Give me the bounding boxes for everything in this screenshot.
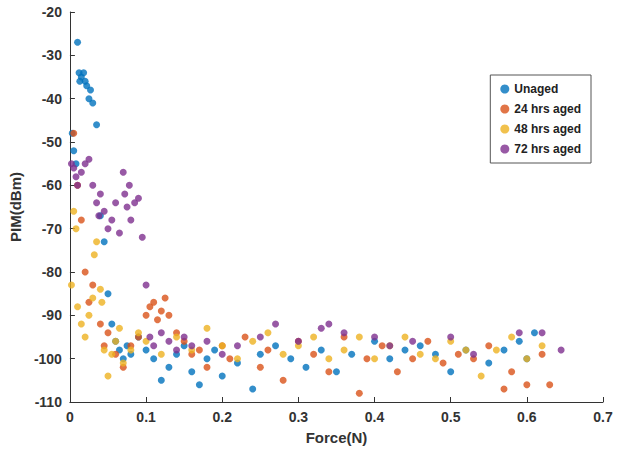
svg-text:-40: -40 [42,91,62,107]
svg-text:PIM(dBm): PIM(dBm) [7,172,24,242]
svg-text:-80: -80 [42,264,62,280]
svg-text:24 hrs aged: 24 hrs aged [514,102,581,116]
svg-text:0.5: 0.5 [441,409,461,425]
svg-text:-100: -100 [34,351,62,367]
svg-text:-30: -30 [42,47,62,63]
svg-text:Unaged: Unaged [514,82,558,96]
svg-text:Force(N): Force(N) [306,429,368,446]
svg-text:0.3: 0.3 [289,409,309,425]
svg-text:0.6: 0.6 [517,409,537,425]
svg-text:0.7: 0.7 [593,409,613,425]
svg-text:0: 0 [66,409,74,425]
svg-text:-70: -70 [42,221,62,237]
svg-text:72 hrs aged: 72 hrs aged [514,142,581,156]
svg-text:-60: -60 [42,177,62,193]
svg-text:-50: -50 [42,134,62,150]
svg-text:-20: -20 [42,4,62,20]
svg-text:0.1: 0.1 [136,409,156,425]
svg-text:48 hrs aged: 48 hrs aged [514,122,581,136]
svg-text:-110: -110 [35,394,62,410]
svg-text:0.4: 0.4 [365,409,385,425]
svg-text:-90: -90 [42,307,62,323]
svg-text:0.2: 0.2 [212,409,232,425]
